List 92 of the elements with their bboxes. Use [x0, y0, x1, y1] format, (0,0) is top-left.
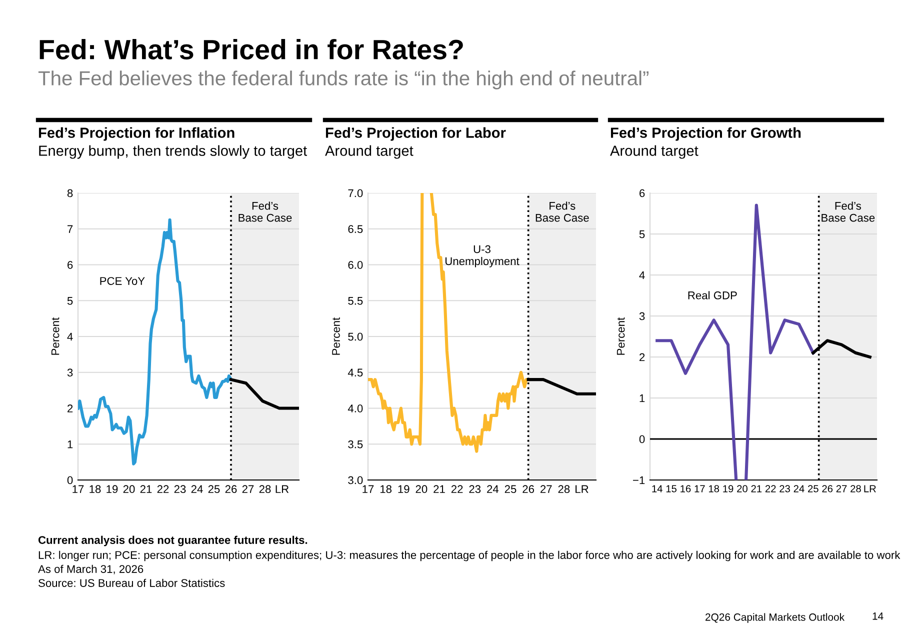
text: As of March 31, 2026 [38, 564, 144, 574]
x-tick-label: 23 [780, 485, 790, 492]
y-tick-label: 6.5 [348, 225, 363, 234]
x-tick-label: 22 [157, 485, 169, 493]
y-tick-label: −1 [633, 476, 645, 484]
chart-title: Fed’s Projection for Growth [610, 127, 801, 141]
series-label: U-3 Unemployment [446, 245, 520, 268]
text: Fed: What’s Priced in for Rates? [40, 39, 463, 60]
y-tick-label: 4.0 [348, 404, 363, 412]
x-tick-label: 15 [666, 485, 676, 492]
x-tick-label: 19 [106, 485, 118, 494]
x-tick-label: 26 [225, 485, 237, 494]
x-tick-label: 28 [259, 485, 271, 494]
y-tick-label: 0 [639, 435, 645, 444]
chart-subtitle: Around target [325, 145, 414, 159]
y-tick-label: 5 [67, 297, 73, 305]
x-tick-label: 26 [522, 485, 534, 494]
y-tick-label: 7.0 [348, 189, 363, 198]
y-tick-label: 5 [639, 230, 645, 238]
band-label: Fed’s Base Case [238, 202, 292, 222]
band-label: Fed’s Base Case [536, 202, 589, 222]
chart-subtitle: Energy bump, then trends slowly to target [39, 145, 308, 159]
text: The Fed believes the federal funds rate is “in the high end of neutral” [38, 70, 649, 90]
y-tick-label: 6 [640, 189, 645, 198]
x-tick-label: 17 [694, 485, 705, 492]
series-label: PCE YoY [100, 277, 145, 285]
y-tick-label: 3 [67, 368, 73, 377]
chart-subtitle: Around target [610, 145, 698, 159]
x-tick-label: 23 [469, 485, 481, 494]
y-tick-label: 3.0 [348, 476, 363, 484]
x-tick-label: 27 [540, 485, 552, 493]
chart-title: Fed’s Projection for Inflation [38, 127, 234, 141]
text: Current analysis does not guarantee future results. [38, 536, 308, 546]
line-series [78, 218, 233, 466]
x-tick-label: 16 [680, 485, 691, 492]
x-tick-label: 24 [487, 485, 499, 493]
x-tick-label: 18 [380, 485, 392, 494]
x-tick-label: 14 [652, 485, 662, 492]
x-tick-label: 23 [174, 485, 186, 494]
x-tick-label: 21 [140, 485, 152, 493]
x-tick-label: 21 [434, 485, 445, 493]
x-tick-label: 19 [723, 485, 734, 492]
band-label: Fed’s Base Case [822, 202, 875, 222]
x-tick-label: 25 [208, 485, 220, 494]
text: 2Q26 Capital Markets Outlook [706, 613, 845, 623]
y-tick-label: 4 [639, 271, 645, 280]
x-tick-label: 20 [123, 485, 135, 494]
y-tick-label: 1 [640, 394, 645, 402]
y-tick-label: 0 [67, 476, 73, 484]
source-note: Source: US Bureau of Labor Statistics [38, 578, 225, 587]
y-axis-title: Percent [51, 317, 60, 355]
y-tick-label: 2 [68, 404, 73, 412]
y-tick-label: 7 [68, 225, 73, 233]
y-tick-label: 8 [67, 189, 73, 198]
x-tick-label: 24 [794, 485, 804, 492]
x-tick-label: 28 [850, 485, 861, 492]
x-tick-label: 21 [751, 485, 762, 492]
x-tick-label: 28 [558, 485, 570, 494]
series-label: Real GDP [688, 291, 737, 300]
chart-title: Fed’s Projection for Labor [326, 127, 506, 141]
x-tick-label: 20 [737, 485, 748, 492]
y-tick-label: 5.5 [348, 297, 363, 305]
x-tick-label: 26 [822, 485, 833, 492]
y-tick-label: 3 [639, 312, 645, 320]
y-axis-title: Percent [616, 317, 625, 355]
y-axis-title: Percent [332, 317, 340, 355]
y-tick-label: 6 [68, 261, 73, 269]
y-tick-label: 1 [68, 440, 73, 448]
x-tick-label: 17 [72, 485, 84, 493]
x-tick-label: 25 [808, 485, 818, 492]
x-tick-label: LR [576, 485, 588, 493]
text: LR: longer run; PCE: personal consumption expenditures; U-3: measures the percentage of people in the labor force who are actively looking for work and are available to work [38, 550, 900, 562]
text: 14 [872, 612, 884, 620]
y-tick-label: 6.0 [348, 261, 363, 269]
x-tick-label: 27 [836, 485, 847, 492]
x-tick-label: 27 [242, 485, 254, 493]
x-tick-label: LR [276, 485, 289, 493]
x-tick-label: 18 [90, 485, 101, 494]
x-tick-label: LR [864, 485, 876, 492]
y-tick-label: 4 [67, 332, 73, 341]
x-tick-label: 20 [416, 485, 428, 494]
y-tick-label: 2 [640, 353, 645, 362]
x-tick-label: 18 [708, 485, 720, 492]
x-tick-label: 19 [398, 485, 410, 494]
x-tick-label: 24 [191, 485, 203, 493]
x-tick-label: 25 [504, 485, 516, 494]
x-tick-label: 22 [451, 485, 463, 493]
x-tick-label: 17 [362, 485, 374, 493]
y-tick-label: 3.5 [348, 440, 363, 448]
x-tick-label: 22 [765, 485, 776, 492]
y-tick-label: 5.0 [348, 332, 363, 341]
y-tick-label: 4.5 [348, 368, 363, 377]
